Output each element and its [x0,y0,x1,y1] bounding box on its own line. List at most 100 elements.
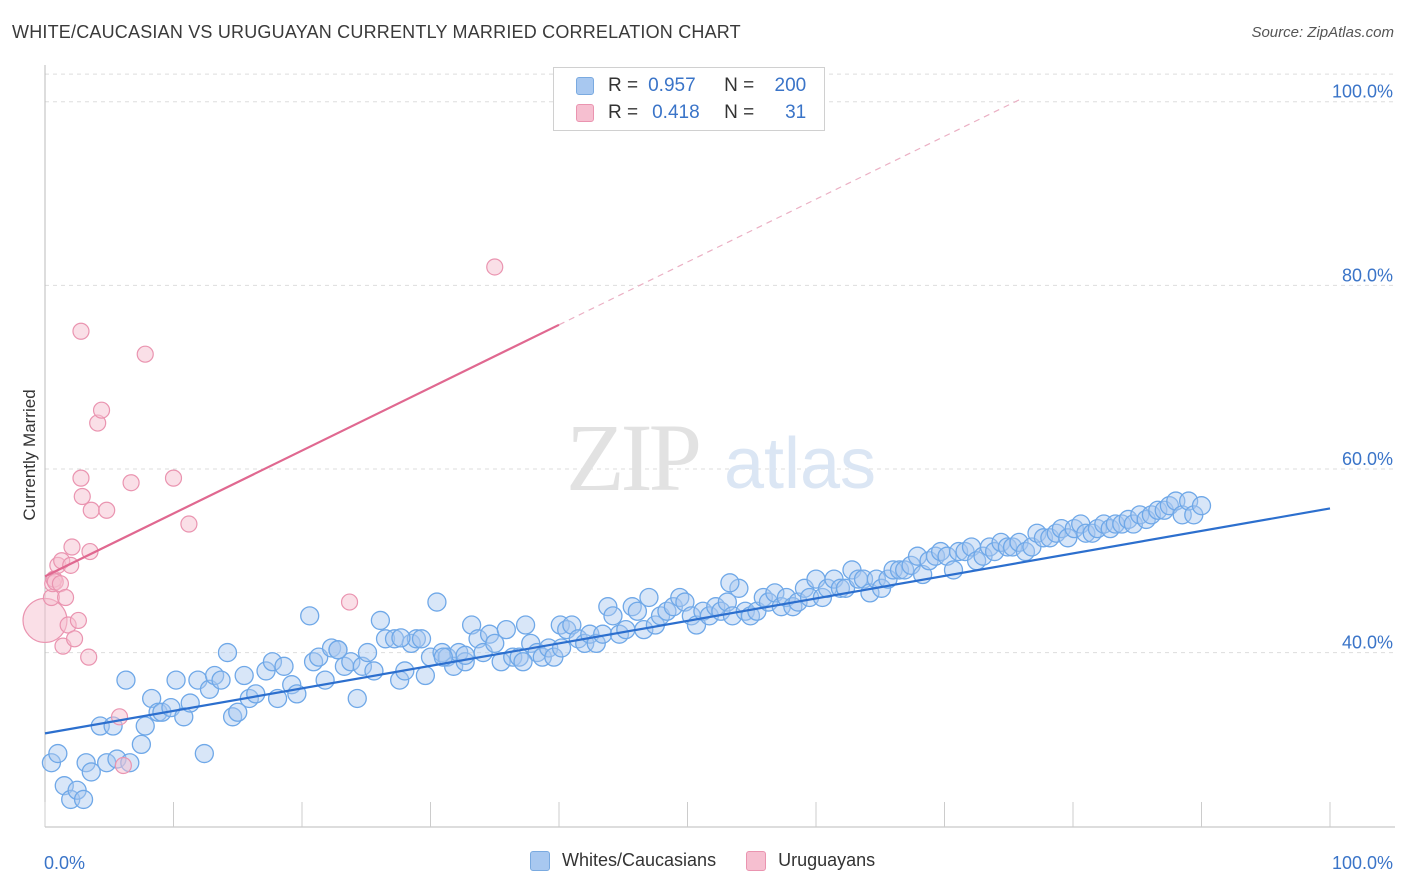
stats-swatch-uruguayans [576,104,594,122]
r-label: R = [608,102,639,123]
point-whites [246,684,266,704]
point-whites [357,642,378,663]
point-uruguayans [110,708,129,726]
stats-row-whites: R = 0.957 N = 200 [576,73,806,99]
axes [44,65,1395,828]
point-whites [720,573,740,593]
y-tick-label: 40.0% [1342,633,1393,653]
point-uruguayans [92,401,111,419]
point-whites [116,670,136,690]
watermark-atlas: atlas [724,424,876,504]
point-whites [370,610,391,631]
point-whites [515,615,536,635]
point-whites [391,628,411,648]
n-label: N = [724,102,755,123]
point-whites [262,652,283,672]
point-uruguayans [164,469,183,487]
legend-swatch-uruguayans [746,850,767,871]
x-tick-label: 100.0% [1332,853,1393,873]
point-uruguayans [63,538,81,556]
point-whites [427,592,447,612]
point-whites [889,560,910,580]
point-uruguayans [136,345,154,363]
point-whites [211,670,231,690]
point-whites [603,606,623,626]
n-label: N = [724,75,755,96]
point-whites [300,606,320,626]
point-whites [496,619,516,640]
point-whites [1191,496,1212,516]
trend-line-uruguayans [44,323,560,578]
point-whites [217,642,238,663]
n-value: 200 [774,75,807,96]
point-whites [415,665,436,686]
point-whites [228,702,248,722]
watermark: ZIP atlas [566,404,876,511]
y-tick-label: 80.0% [1342,265,1393,285]
point-uruguayans [122,474,140,492]
point-uruguayans [340,593,359,611]
point-uruguayans [72,322,90,340]
r-label: R = [608,75,639,96]
point-whites [81,762,101,782]
legend-label-uruguayans: Uruguayans [778,850,876,870]
r-value: 0.418 [652,102,700,123]
watermark-zip: ZIP [566,404,699,511]
legend-item-uruguayans[interactable]: Uruguayans [746,850,875,871]
point-whites [234,665,254,686]
point-whites [341,652,361,672]
point-whites [1076,523,1096,543]
legend-label-whites: Whites/Caucasians [562,850,717,870]
point-whites [328,640,348,660]
point-uruguayans [80,648,98,666]
tick-labels: 40.0% 60.0% 80.0% 100.0% 0.0% 100.0% [44,82,1393,873]
chart-title: WHITE/CAUCASIAN VS URUGUAYAN CURRENTLY M… [12,22,741,42]
r-value: 0.957 [648,75,696,96]
point-whites [485,633,505,654]
point-whites [433,647,454,667]
point-whites [166,670,186,690]
point-whites [411,629,432,649]
source-label: Source: ZipAtlas.com [1251,24,1394,41]
point-whites [48,743,68,764]
point-uruguayans [82,501,100,519]
point-whites [76,753,96,773]
legend-swatch-whites [530,850,550,871]
point-whites [73,789,94,810]
point-whites [131,734,152,755]
point-uruguayans [22,597,68,644]
series-legend: Whites/Caucasians Uruguayans [530,850,905,871]
point-whites [406,629,427,649]
point-whites [997,537,1018,557]
point-whites [513,652,533,672]
y-tick-label: 60.0% [1342,449,1393,469]
stats-row-uruguayans: R = 0.418 N = 31 [576,100,806,126]
point-uruguayans [180,515,198,533]
x-tick-label: 0.0% [44,853,85,873]
data-points [22,258,1212,810]
point-uruguayans [65,630,84,648]
stats-swatch-whites [576,77,594,95]
y-tick-label: 100.0% [1332,82,1393,102]
trend-extension-uruguayans [558,99,1020,326]
trend-lines [44,99,1331,735]
point-whites [194,743,214,764]
point-whites [274,656,294,676]
point-uruguayans [56,588,75,607]
n-value: 31 [785,102,807,123]
point-uruguayans [73,487,91,506]
point-whites [639,587,659,608]
point-whites [347,688,367,709]
point-uruguayans [69,611,88,630]
point-uruguayans [98,501,116,519]
grid [45,73,1395,654]
point-whites [135,716,155,736]
legend-item-whites[interactable]: Whites/Caucasians [530,850,716,871]
stats-legend: R = 0.957 N = 200 R = 0.418 N = 31 [553,67,825,131]
point-whites [627,601,648,621]
trend-line-whites [44,507,1331,735]
point-uruguayans [114,756,132,775]
point-uruguayans [72,469,90,487]
point-whites [1148,500,1168,520]
